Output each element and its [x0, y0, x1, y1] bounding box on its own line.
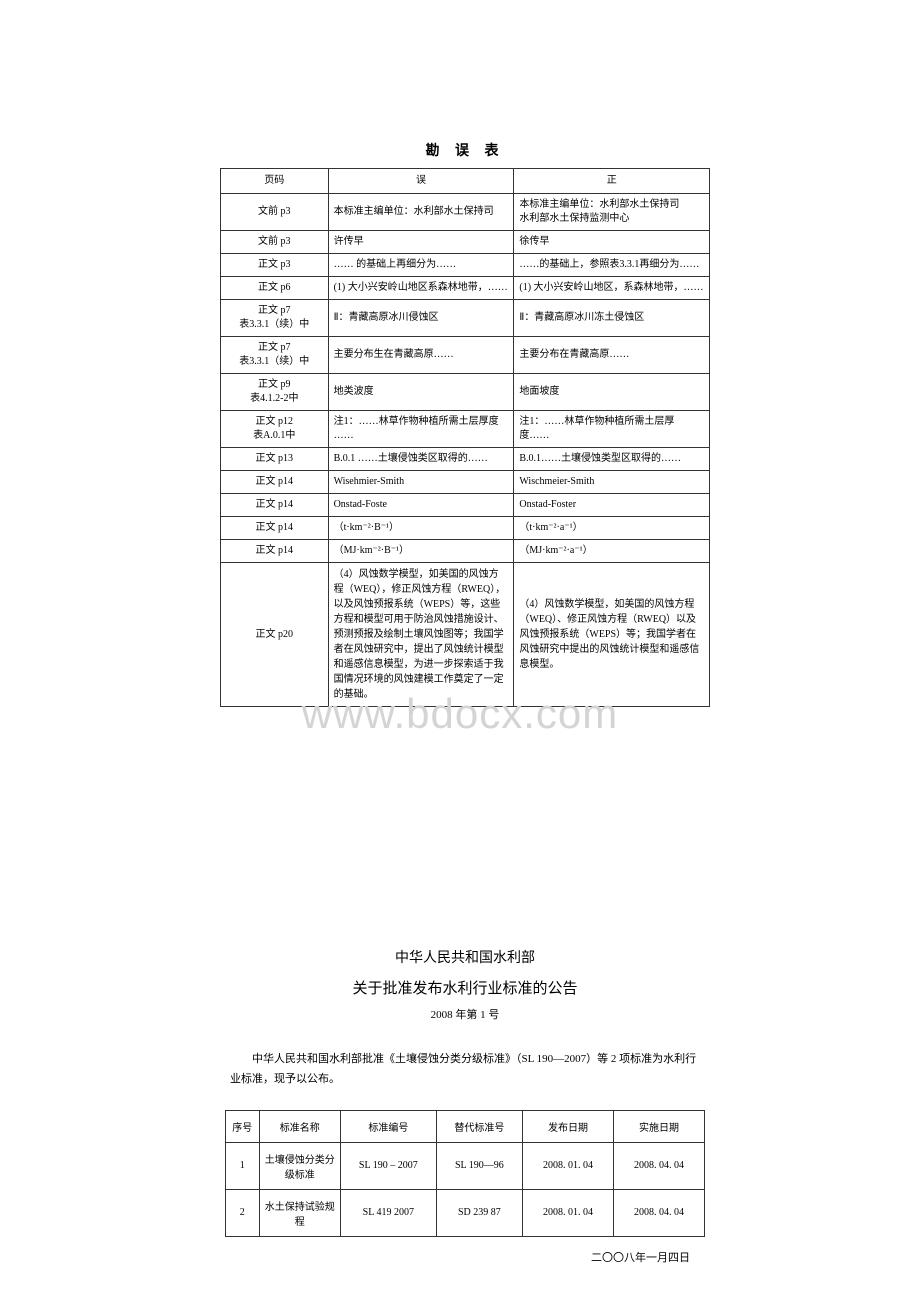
errata-cell-wrong: 主要分布生在青藏高原…… [328, 337, 514, 374]
errata-cell-right: 主要分布在青藏高原…… [514, 337, 710, 374]
std-cell-seq: 1 [226, 1142, 260, 1189]
errata-row: 正文 p12 表A.0.1中注1：……林草作物种植所需土层厚度 ……注1：……林… [221, 411, 710, 448]
announcement-section: 中华人民共和国水利部 关于批准发布水利行业标准的公告 2008 年第 1 号 中… [220, 947, 710, 1265]
std-cell-date2: 2008. 04. 04 [613, 1142, 704, 1189]
std-cell-num: SL 190 – 2007 [340, 1142, 436, 1189]
errata-cell-right: 注1：……林草作物种植所需土层厚度…… [514, 411, 710, 448]
errata-cell-page: 文前 p3 [221, 231, 329, 254]
announcement-date: 二〇〇八年一月四日 [225, 1249, 705, 1265]
standards-table: 序号 标准名称 标准编号 替代标准号 发布日期 实施日期 1土壤侵蚀分类分级标准… [225, 1110, 705, 1237]
std-cell-name: 水土保持试验规程 [259, 1189, 340, 1236]
errata-cell-page: 文前 p3 [221, 194, 329, 231]
errata-cell-page: 正文 p7 表3.3.1（续）中 [221, 337, 329, 374]
announcement-dept: 中华人民共和国水利部 [225, 947, 705, 967]
errata-row: 正文 p6(1) 大小兴安岭山地区系森林地带，……(1) 大小兴安岭山地区，系森… [221, 277, 710, 300]
std-cell-date2: 2008. 04. 04 [613, 1189, 704, 1236]
errata-row: 文前 p3本标准主编单位：水利部水土保持司本标准主编单位：水利部水土保持司 水利… [221, 194, 710, 231]
errata-row: 正文 p13B.0.1 ……土壤侵蚀类区取得的……B.0.1……土壤侵蚀类型区取… [221, 448, 710, 471]
errata-cell-page: 正文 p3 [221, 254, 329, 277]
std-cell-date1: 2008. 01. 04 [522, 1189, 613, 1236]
errata-cell-right: （t·km⁻²·a⁻¹） [514, 517, 710, 540]
errata-row: 正文 p14（t·km⁻²·B⁻¹）（t·km⁻²·a⁻¹） [221, 517, 710, 540]
errata-cell-wrong: （t·km⁻²·B⁻¹） [328, 517, 514, 540]
errata-cell-right: Onstad-Foster [514, 494, 710, 517]
standards-row: 2水土保持试验规程SL 419 2007SD 239 872008. 01. 0… [226, 1189, 705, 1236]
errata-cell-page: 正文 p13 [221, 448, 329, 471]
standards-row: 1土壤侵蚀分类分级标准SL 190 – 2007SL 190—962008. 0… [226, 1142, 705, 1189]
std-header-num: 标准编号 [340, 1110, 436, 1142]
errata-table: 页码 误 正 文前 p3本标准主编单位：水利部水土保持司本标准主编单位：水利部水… [220, 168, 710, 707]
errata-cell-page: 正文 p14 [221, 494, 329, 517]
errata-cell-page: 正文 p14 [221, 471, 329, 494]
errata-cell-right: （4）风蚀数学模型，如美国的风蚀方程（WEQ）、修正风蚀方程（RWEQ）以及风蚀… [514, 563, 710, 707]
errata-cell-page: 正文 p7 表3.3.1（续）中 [221, 300, 329, 337]
errata-cell-wrong: 注1：……林草作物种植所需土层厚度 …… [328, 411, 514, 448]
errata-cell-page: 正文 p14 [221, 540, 329, 563]
errata-cell-wrong: 许传早 [328, 231, 514, 254]
std-header-date2: 实施日期 [613, 1110, 704, 1142]
announcement-body: 中华人民共和国水利部批准《土壤侵蚀分类分级标准》（SL 190—2007）等 2… [225, 1050, 705, 1090]
errata-cell-wrong: 本标准主编单位：水利部水土保持司 [328, 194, 514, 231]
errata-row: 正文 p14（MJ·km⁻²·B⁻¹）（MJ·km⁻²·a⁻¹） [221, 540, 710, 563]
errata-row: 正文 p14Wisehmier-SmithWischmeier-Smith [221, 471, 710, 494]
std-cell-date1: 2008. 01. 04 [522, 1142, 613, 1189]
errata-cell-wrong: Onstad-Foste [328, 494, 514, 517]
std-cell-rep: SD 239 87 [436, 1189, 522, 1236]
std-cell-name: 土壤侵蚀分类分级标准 [259, 1142, 340, 1189]
std-cell-rep: SL 190—96 [436, 1142, 522, 1189]
announcement-number: 2008 年第 1 号 [225, 1006, 705, 1022]
errata-cell-page: 正文 p20 [221, 563, 329, 707]
errata-cell-wrong: Wisehmier-Smith [328, 471, 514, 494]
errata-cell-wrong: （MJ·km⁻²·B⁻¹） [328, 540, 514, 563]
std-cell-seq: 2 [226, 1189, 260, 1236]
errata-cell-right: 徐传早 [514, 231, 710, 254]
errata-row: 正文 p3…… 的基础上再细分为…………的基础上，参照表3.3.1再细分为…… [221, 254, 710, 277]
errata-row: 文前 p3许传早徐传早 [221, 231, 710, 254]
errata-cell-right: （MJ·km⁻²·a⁻¹） [514, 540, 710, 563]
announcement-title: 关于批准发布水利行业标准的公告 [225, 977, 705, 998]
errata-cell-right: Ⅱ：青藏高原冰川冻土侵蚀区 [514, 300, 710, 337]
header-right: 正 [514, 169, 710, 194]
std-header-rep: 替代标准号 [436, 1110, 522, 1142]
errata-cell-wrong: （4）风蚀数学模型，如美国的风蚀方程（WEQ），修正风蚀方程（RWEQ），以及风… [328, 563, 514, 707]
errata-cell-page: 正文 p12 表A.0.1中 [221, 411, 329, 448]
errata-cell-right: (1) 大小兴安岭山地区，系森林地带，…… [514, 277, 710, 300]
std-header-date1: 发布日期 [522, 1110, 613, 1142]
errata-cell-page: 正文 p14 [221, 517, 329, 540]
std-cell-num: SL 419 2007 [340, 1189, 436, 1236]
watermark: www.bdocx.com [0, 690, 920, 738]
header-page: 页码 [221, 169, 329, 194]
errata-cell-wrong: …… 的基础上再细分为…… [328, 254, 514, 277]
std-header-name: 标准名称 [259, 1110, 340, 1142]
errata-cell-wrong: 地类波度 [328, 374, 514, 411]
errata-cell-wrong: B.0.1 ……土壤侵蚀类区取得的…… [328, 448, 514, 471]
errata-cell-page: 正文 p9 表4.1.2-2中 [221, 374, 329, 411]
errata-cell-right: ……的基础上，参照表3.3.1再细分为…… [514, 254, 710, 277]
errata-cell-wrong: Ⅱ：青藏高原冰川侵蚀区 [328, 300, 514, 337]
errata-cell-page: 正文 p6 [221, 277, 329, 300]
errata-row: 正文 p7 表3.3.1（续）中Ⅱ：青藏高原冰川侵蚀区Ⅱ：青藏高原冰川冻土侵蚀区 [221, 300, 710, 337]
errata-cell-right: B.0.1……土壤侵蚀类型区取得的…… [514, 448, 710, 471]
errata-title: 勘 误 表 [220, 140, 710, 160]
header-wrong: 误 [328, 169, 514, 194]
errata-row: 正文 p9 表4.1.2-2中地类波度地面坡度 [221, 374, 710, 411]
std-header-seq: 序号 [226, 1110, 260, 1142]
errata-row: 正文 p14Onstad-FosteOnstad-Foster [221, 494, 710, 517]
errata-cell-right: 本标准主编单位：水利部水土保持司 水利部水土保持监测中心 [514, 194, 710, 231]
errata-row: 正文 p7 表3.3.1（续）中主要分布生在青藏高原……主要分布在青藏高原…… [221, 337, 710, 374]
errata-cell-right: Wischmeier-Smith [514, 471, 710, 494]
errata-cell-right: 地面坡度 [514, 374, 710, 411]
errata-cell-wrong: (1) 大小兴安岭山地区系森林地带，…… [328, 277, 514, 300]
errata-row: 正文 p20（4）风蚀数学模型，如美国的风蚀方程（WEQ），修正风蚀方程（RWE… [221, 563, 710, 707]
